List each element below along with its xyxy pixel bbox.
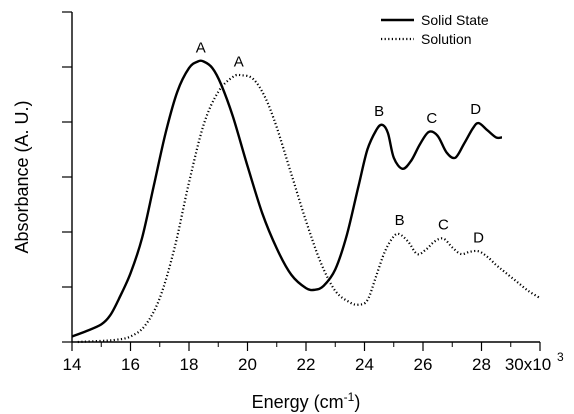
- legend-label: Solution: [421, 31, 472, 47]
- x-tick-label: 16: [121, 355, 140, 374]
- peak-label: C: [426, 110, 437, 127]
- x-axis-title-suffix: ): [354, 392, 360, 412]
- series-line-solid-state: [72, 61, 502, 337]
- x-axis-title: Energy (cm-1): [252, 390, 361, 412]
- x-tick-label: 18: [180, 355, 199, 374]
- peak-label: D: [470, 101, 481, 118]
- peak-label: D: [473, 229, 484, 246]
- peak-label: A: [234, 53, 244, 70]
- x-axis-title-superscript: -1: [344, 390, 355, 404]
- x-tick-label: 26: [414, 355, 433, 374]
- peak-label: A: [196, 40, 206, 57]
- peak-label: B: [395, 212, 405, 229]
- x-axis-title-main: Energy (cm: [252, 392, 344, 412]
- x-tick-label: 24: [355, 355, 374, 374]
- x-tick-exponent: 3: [557, 350, 564, 364]
- legend-label: Solid State: [421, 12, 489, 28]
- peak-label: C: [438, 217, 449, 234]
- x-tick-label: 28: [472, 355, 491, 374]
- peak-label: B: [374, 103, 384, 120]
- x-tick-label: 22: [297, 355, 316, 374]
- axes: 14 16 18 20 22 24 26 28 30x10 3: [62, 12, 564, 374]
- x-tick-label: 14: [63, 355, 82, 374]
- x-tick-label: 20: [238, 355, 257, 374]
- legend: Solid State Solution: [381, 12, 489, 47]
- x-tick-label: 30x10: [505, 355, 551, 374]
- y-axis-title: Absorbance (A. U.): [12, 100, 32, 253]
